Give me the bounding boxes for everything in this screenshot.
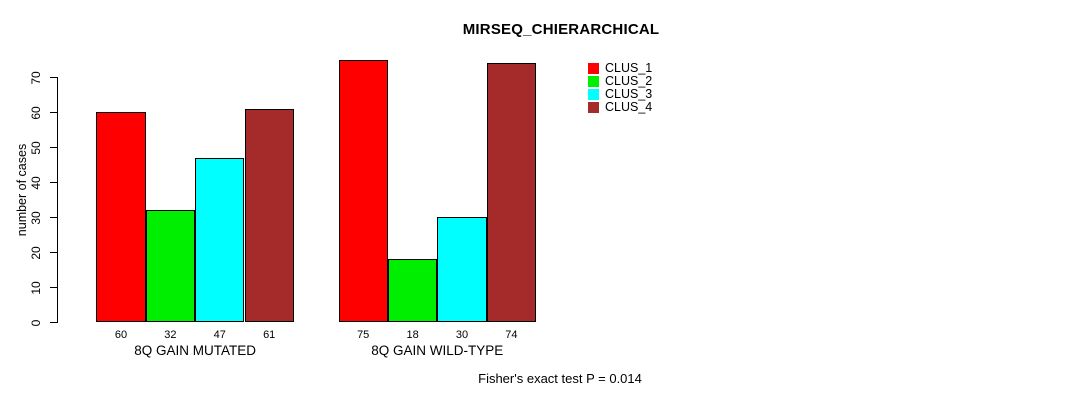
y-axis-tick (50, 252, 58, 253)
y-axis-tick-label: 40 (29, 175, 43, 190)
y-axis-tick (50, 322, 58, 323)
y-axis-tick-label: 60 (29, 105, 43, 120)
legend-swatch-clus_4 (588, 102, 599, 113)
y-axis-tick-label: 30 (29, 210, 43, 225)
y-axis-tick (50, 287, 58, 288)
annotation-text: Fisher's exact test P = 0.014 (478, 371, 642, 386)
y-axis-tick (50, 182, 58, 183)
bar-clus_2-group2 (387, 259, 438, 322)
legend-label: CLUS_4 (605, 100, 653, 114)
y-axis-line (57, 77, 58, 323)
bar-clus_4-group2 (486, 63, 537, 322)
legend-label: CLUS_1 (605, 61, 653, 75)
bar-clus_1-group2 (338, 59, 388, 322)
bar-value-label: 61 (263, 329, 276, 341)
y-axis-tick-label: 70 (29, 70, 43, 85)
legend-item: CLUS_2 (588, 75, 652, 88)
legend-item: CLUS_1 (588, 62, 652, 75)
bar-clus_4-group1 (244, 108, 294, 322)
legend-item: CLUS_4 (588, 101, 652, 114)
y-axis-tick (50, 112, 58, 113)
bar-value-label: 32 (164, 329, 177, 341)
y-axis-tick-label: 20 (29, 245, 43, 260)
bar-value-label: 30 (455, 329, 469, 341)
group-label: 8Q GAIN MUTATED (134, 343, 256, 358)
y-axis-label: number of cases (15, 143, 29, 237)
y-axis-tick (50, 77, 58, 78)
legend-swatch-clus_3 (588, 89, 599, 100)
bar-value-label: 60 (114, 329, 128, 341)
bar-value-label: 47 (213, 329, 226, 341)
bar-value-label: 75 (357, 329, 370, 341)
legend: CLUS_1 CLUS_2 CLUS_3 CLUS_4 (588, 62, 652, 114)
y-axis-tick (50, 147, 58, 148)
bar-value-label: 74 (505, 329, 518, 341)
chart-title: MIRSEQ_CHIERARCHICAL (462, 21, 660, 38)
y-axis-tick-label: 10 (29, 280, 43, 295)
bar-clus_3-group1 (195, 157, 245, 322)
y-axis-tick-label: 50 (29, 140, 43, 155)
y-axis-tick-label: 0 (29, 319, 43, 326)
y-axis-tick (50, 217, 58, 218)
bar-clus_3-group2 (437, 217, 487, 322)
bar-value-label: 18 (406, 329, 419, 341)
legend-label: CLUS_3 (605, 87, 653, 101)
legend-swatch-clus_1 (588, 63, 599, 74)
legend-item: CLUS_3 (588, 88, 652, 101)
group-label: 8Q GAIN WILD-TYPE (371, 343, 504, 358)
legend-swatch-clus_2 (588, 76, 599, 87)
bar-clus_1-group1 (96, 112, 146, 322)
legend-label: CLUS_2 (605, 74, 653, 88)
bar-clus_2-group1 (145, 210, 196, 322)
